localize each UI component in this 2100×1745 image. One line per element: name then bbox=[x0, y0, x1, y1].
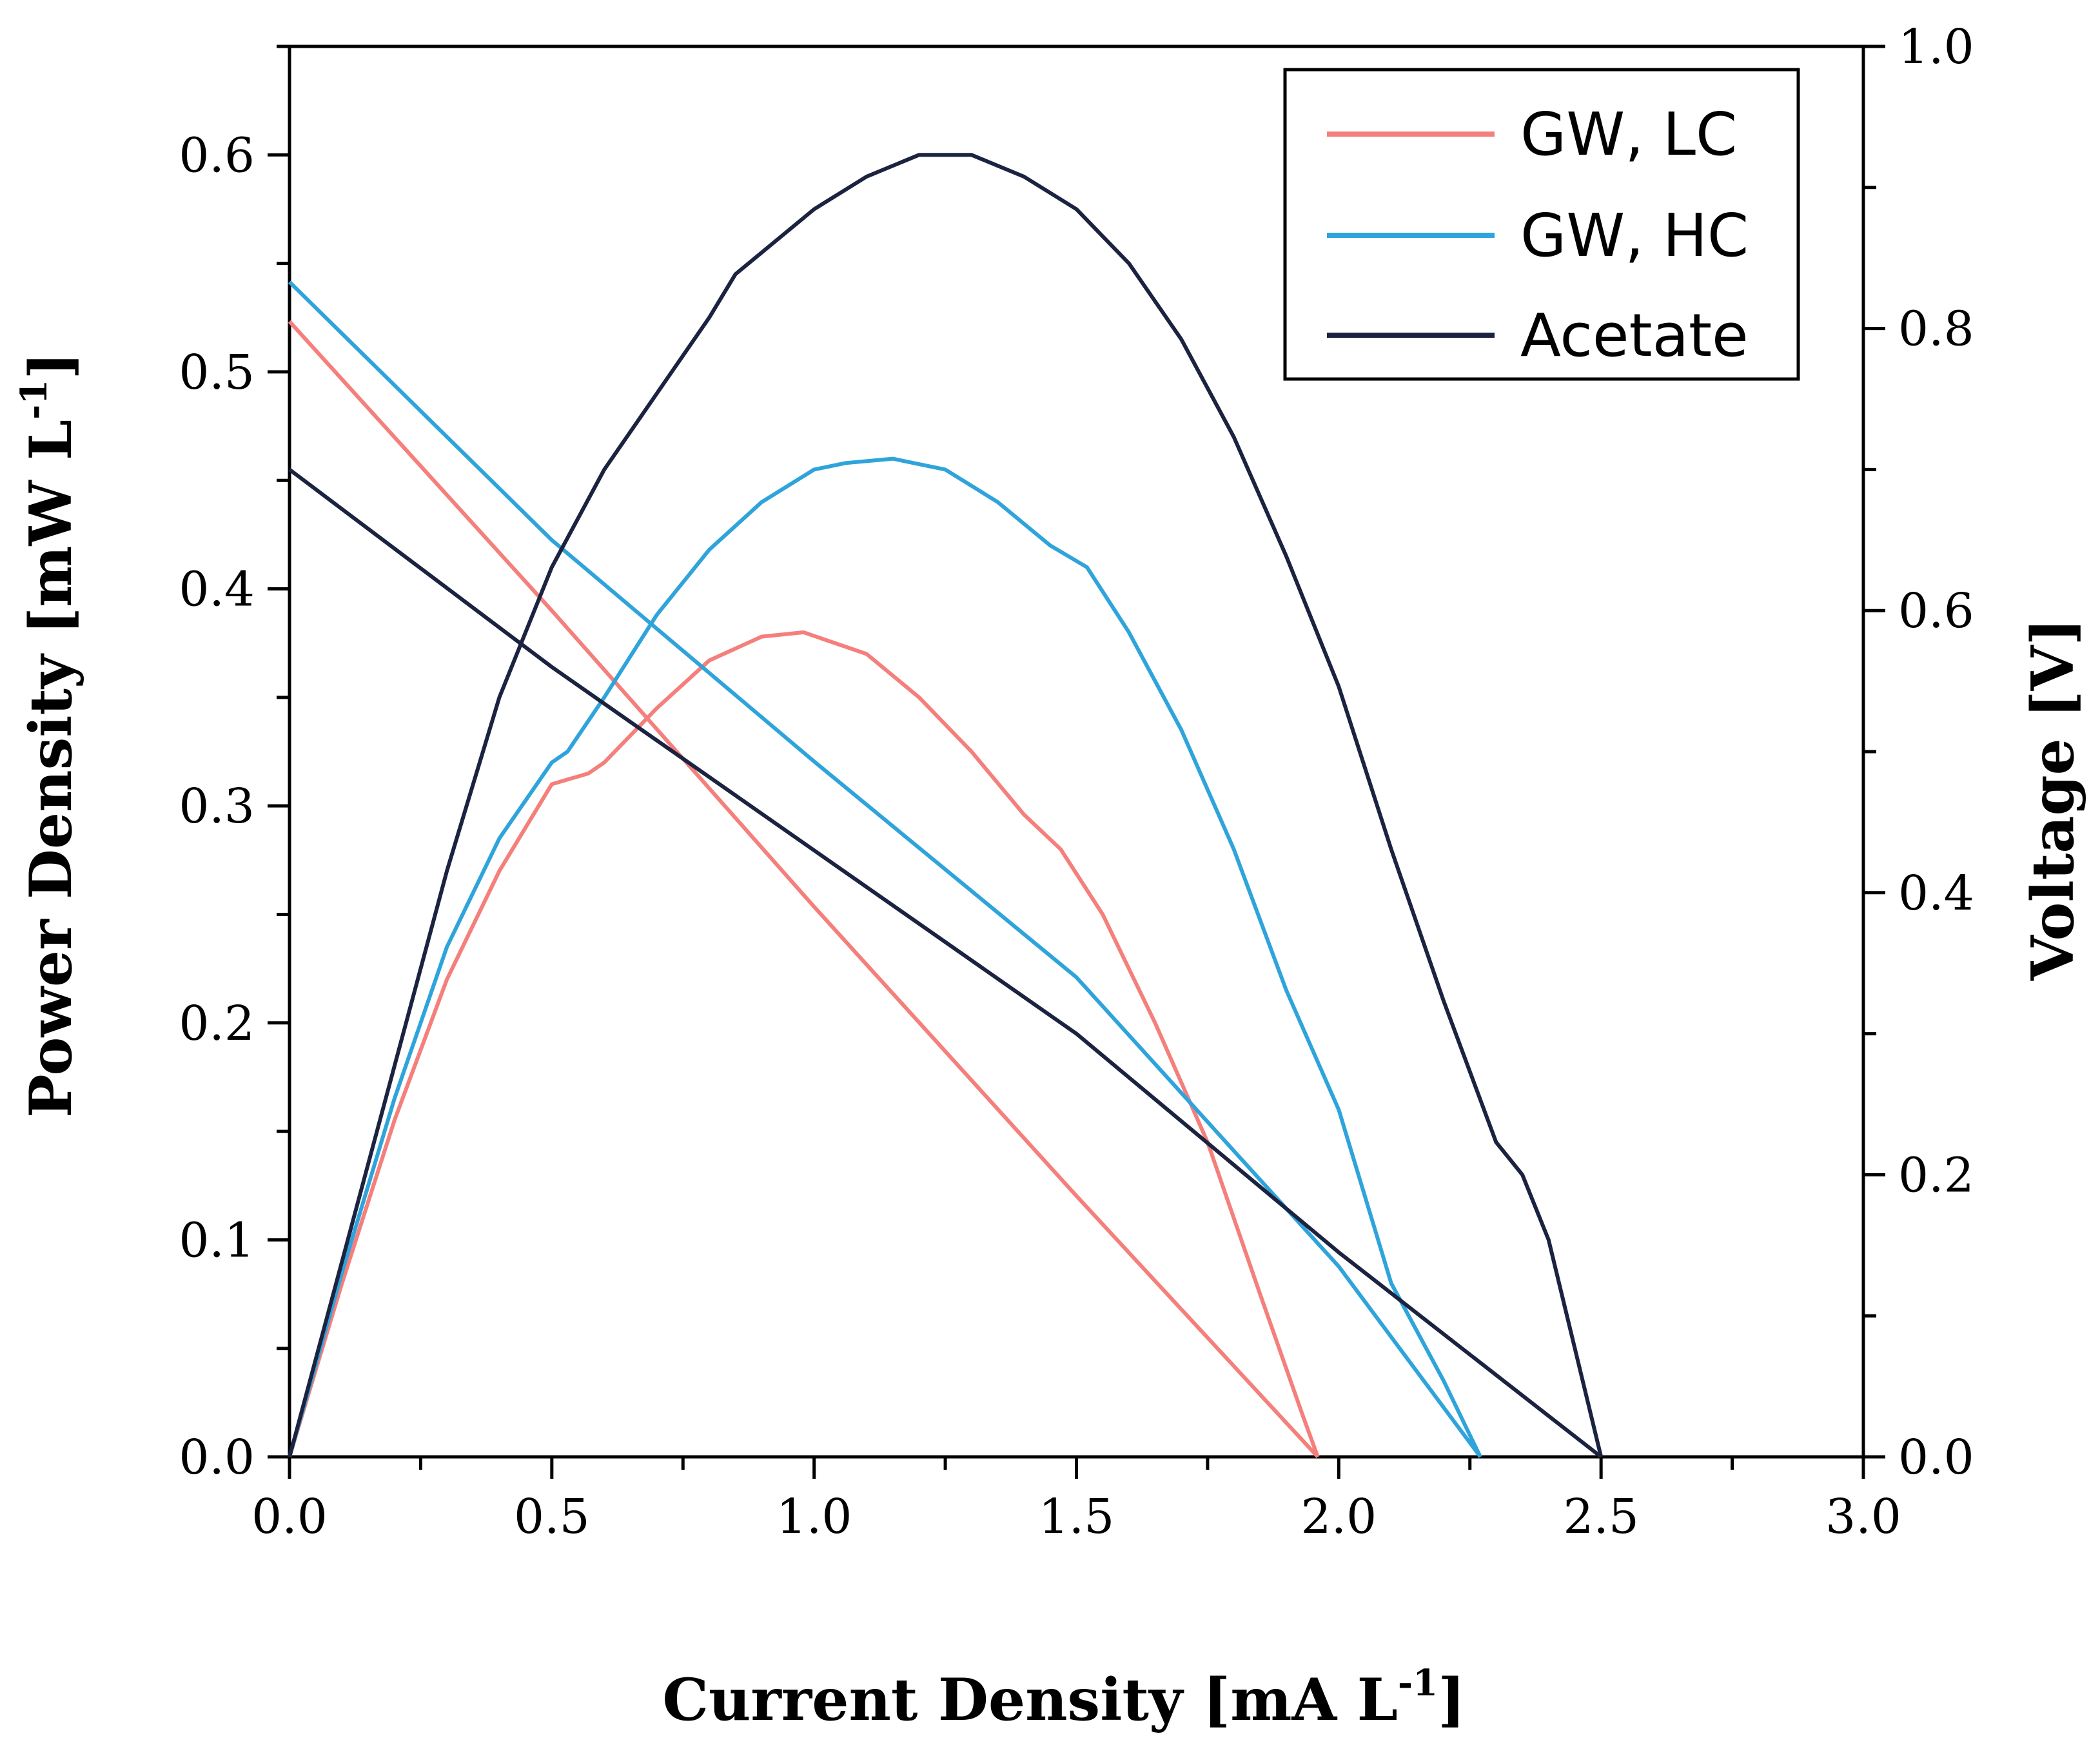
x-tick-label: 2.5 bbox=[1563, 1489, 1639, 1545]
y-left-tick-label: 0.6 bbox=[179, 128, 255, 183]
axes-layer: 0.0 0.5 1.0 1.5 2.0 2.5 3.00.00.10.20.30.40.50… bbox=[179, 19, 1974, 1545]
x-tick-label: 1.0 bbox=[776, 1489, 852, 1545]
x-tick-label: 1.5 bbox=[1039, 1489, 1115, 1545]
y-right-tick-label: 0.8 bbox=[1898, 302, 1974, 357]
x-tick-label: 2.0 bbox=[1300, 1489, 1377, 1545]
y-left-tick-label: 0.2 bbox=[179, 996, 255, 1051]
y-right-tick-label: 0.2 bbox=[1898, 1147, 1974, 1203]
y-right-tick-label: 0.0 bbox=[1898, 1430, 1974, 1485]
y-right-axis-title: Voltage [V] bbox=[2019, 618, 2087, 981]
power-curve-gw-hc bbox=[288, 456, 1482, 1458]
power-curve-acetate bbox=[288, 153, 1604, 1457]
x-tick-label: 0.5 bbox=[514, 1489, 590, 1545]
y-left-tick-label: 0.0 bbox=[179, 1430, 255, 1485]
y-left-tick-label: 0.1 bbox=[179, 1213, 255, 1268]
legend-label-gw-hc: GW, HC bbox=[1520, 201, 1749, 270]
y-left-axis-title: Power Density [mW L-1] bbox=[13, 352, 85, 1118]
x-tick-label: 0.0 bbox=[251, 1489, 328, 1545]
voltage-line-gw-hc bbox=[288, 280, 1482, 1458]
y-left-tick-label: 0.3 bbox=[179, 779, 255, 834]
power-curve-gw-lc bbox=[288, 630, 1320, 1458]
x-axis-title: Current Density [mA L-1] bbox=[662, 1662, 1465, 1734]
legend-label-gw-lc: GW, LC bbox=[1520, 100, 1737, 169]
y-right-tick-label: 1.0 bbox=[1898, 19, 1974, 75]
voltage-line-acetate bbox=[288, 468, 1603, 1459]
y-right-tick-label: 0.4 bbox=[1898, 866, 1974, 921]
x-tick-label: 3.0 bbox=[1825, 1489, 1901, 1545]
y-left-tick-label: 0.5 bbox=[179, 345, 255, 400]
y-right-tick-label: 0.6 bbox=[1898, 583, 1974, 639]
legend-label-acetate: Acetate bbox=[1520, 301, 1749, 370]
y-left-tick-label: 0.4 bbox=[179, 562, 255, 618]
legend: GW, LC GW, HC Acetate bbox=[1283, 68, 1800, 381]
voltage-line-gw-lc bbox=[288, 320, 1320, 1459]
series-layer bbox=[288, 153, 1604, 1459]
legend-box bbox=[1283, 68, 1800, 381]
